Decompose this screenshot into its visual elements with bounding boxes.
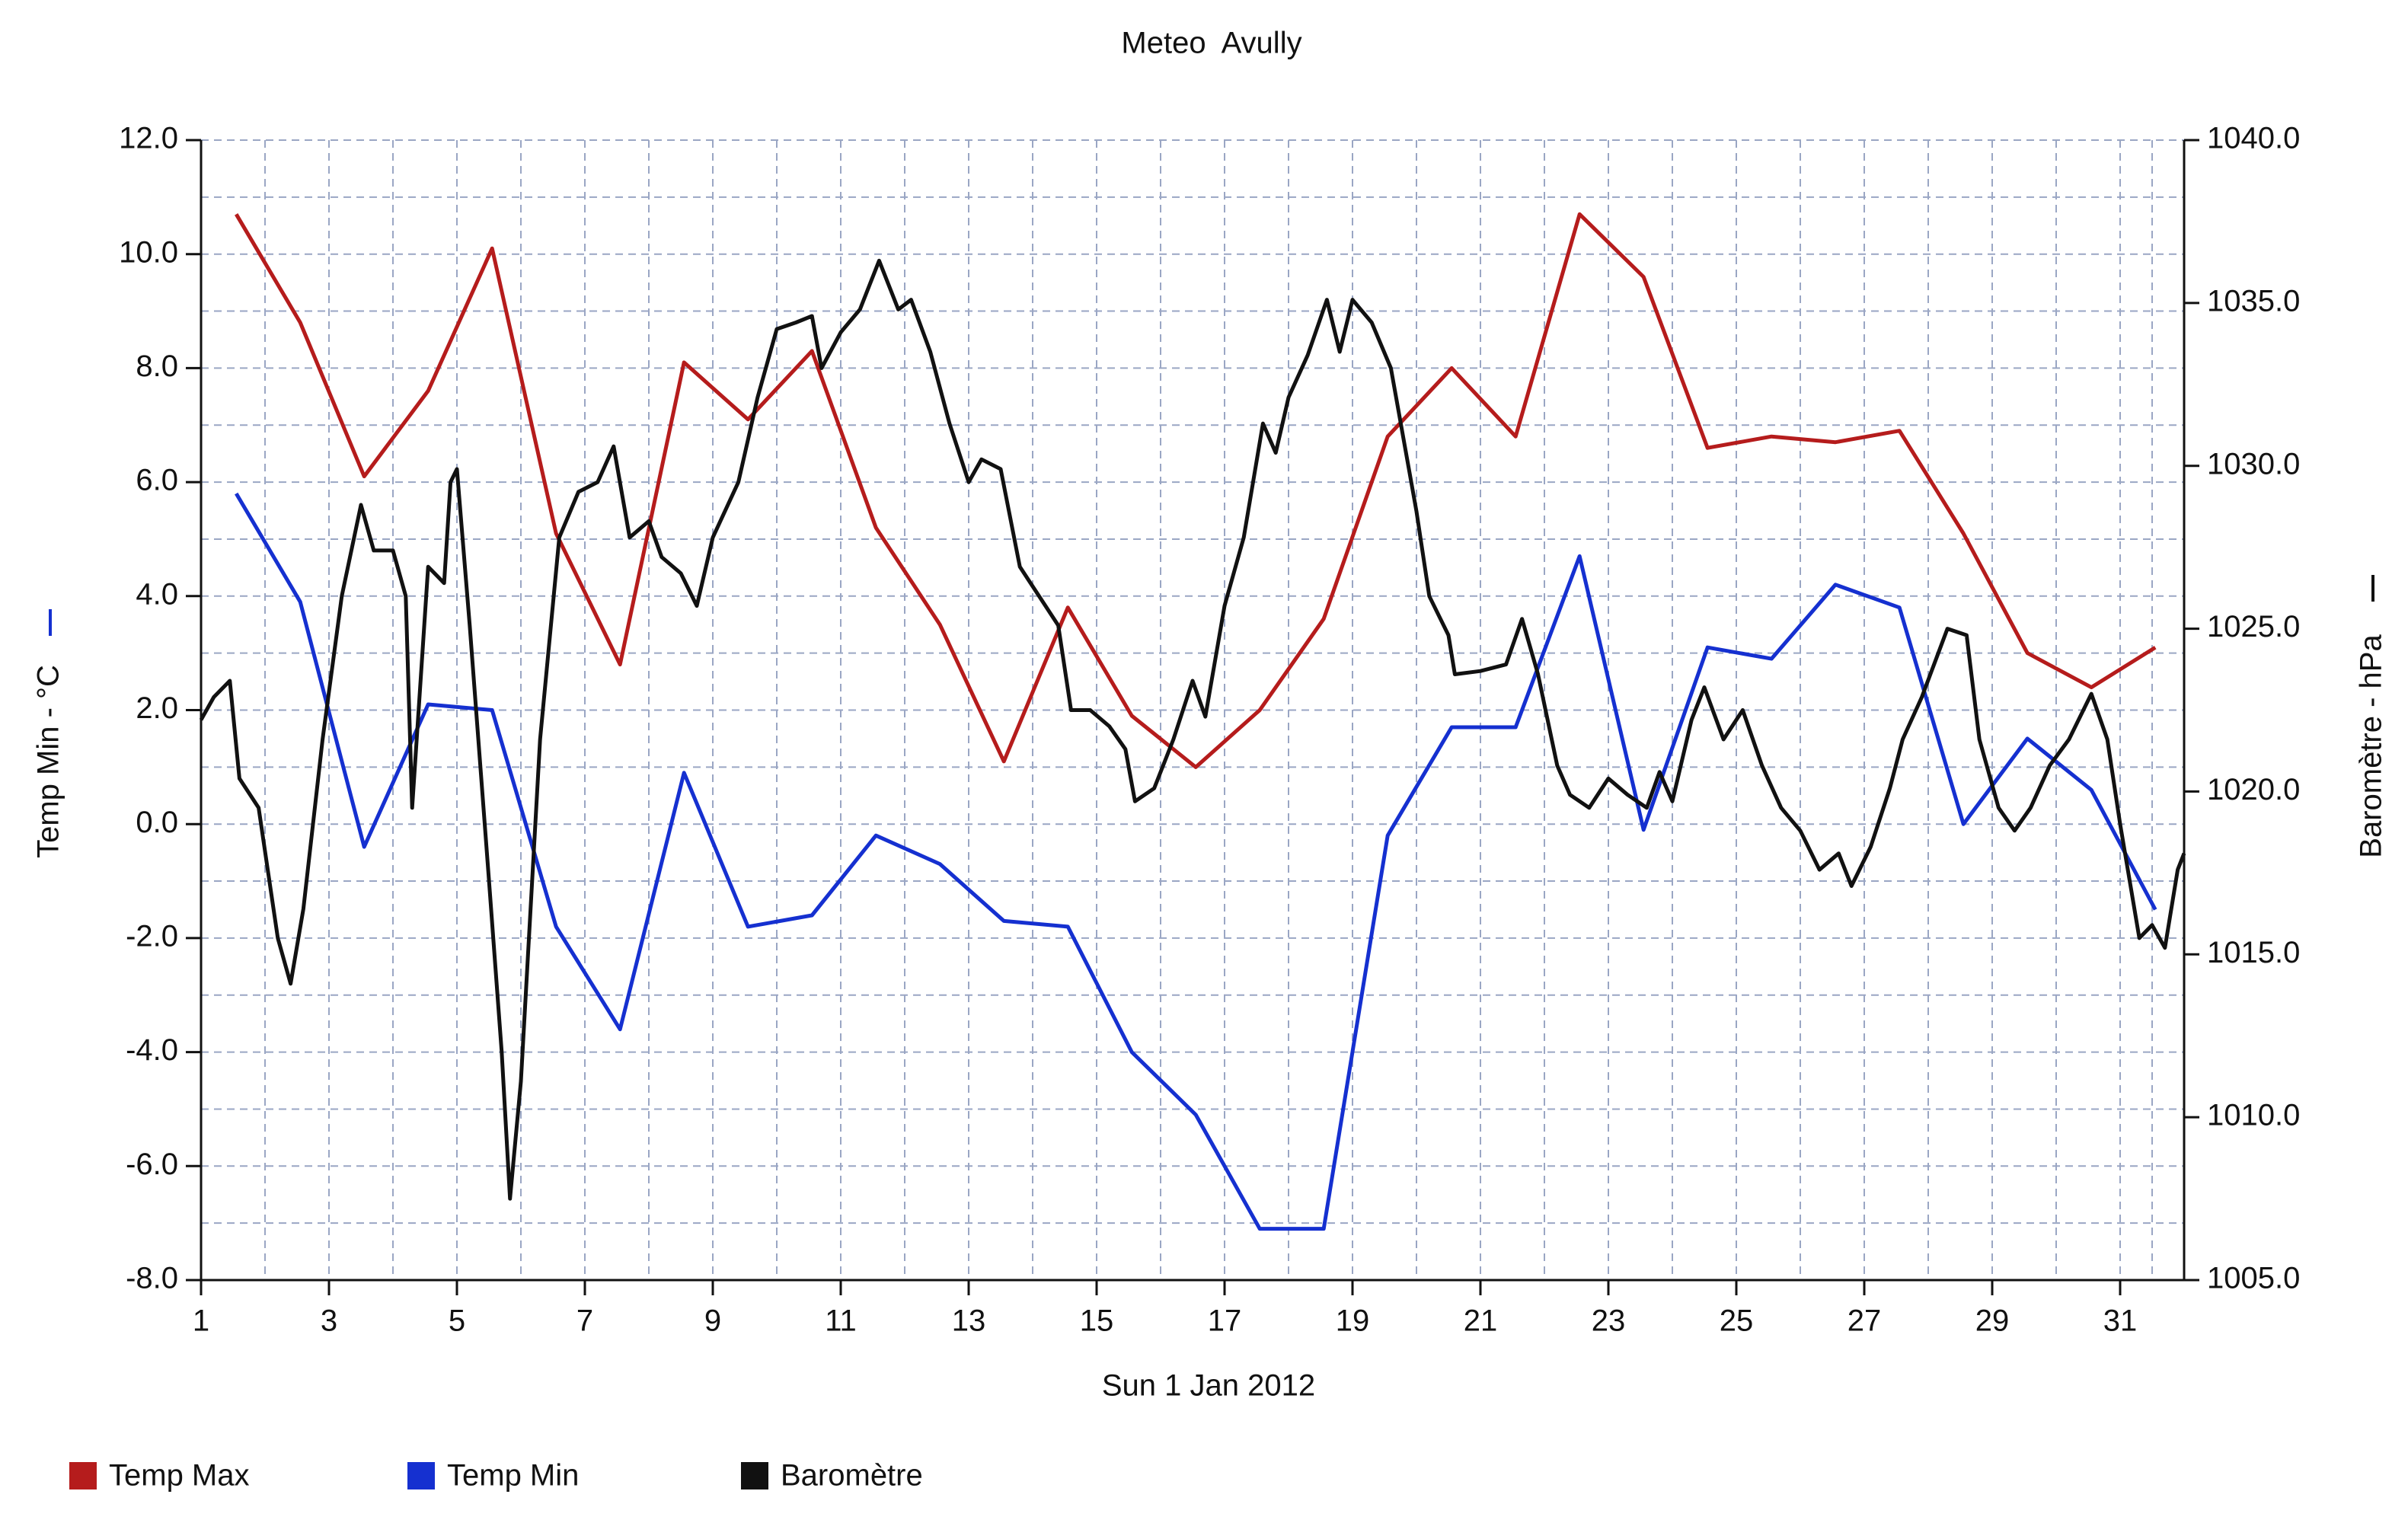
- y2-tick-label: 1010.0: [2207, 1099, 2300, 1132]
- y2-tick-label: 1035.0: [2207, 284, 2300, 318]
- y-tick-label: 10.0: [119, 235, 178, 269]
- y2-axis-label-group: Baromètre - hPa: [2355, 575, 2388, 858]
- legend-swatch: [69, 1462, 97, 1489]
- x-tick-label: 11: [825, 1304, 857, 1338]
- y2-tick-label: 1020.0: [2207, 773, 2300, 806]
- x-tick-label: 9: [704, 1304, 721, 1338]
- x-tick-label: 15: [1080, 1304, 1114, 1338]
- y-tick-label: 12.0: [119, 122, 178, 155]
- y-tick-label: -8.0: [126, 1262, 178, 1295]
- y-tick-label: -2.0: [126, 919, 178, 953]
- y-axis-label-group: Temp Min - °C: [32, 609, 65, 858]
- y-tick-label: 0.0: [136, 806, 178, 839]
- legend-label: Baromètre: [781, 1459, 923, 1493]
- series-line: [235, 492, 2157, 1231]
- x-tick-label: 23: [1592, 1304, 1626, 1338]
- legend-swatch: [407, 1462, 435, 1489]
- x-axis-label: Sun 1 Jan 2012: [1102, 1369, 1315, 1403]
- series-line: [199, 258, 2186, 1201]
- x-tick-label: 13: [952, 1304, 986, 1338]
- x-tick-label: 25: [1720, 1304, 1754, 1338]
- x-tick-label: 31: [2103, 1304, 2138, 1338]
- legend-swatch: [741, 1462, 768, 1489]
- x-tick-label: 1: [193, 1304, 209, 1338]
- y-tick-label: 4.0: [136, 577, 178, 611]
- legend-label: Temp Min: [447, 1459, 579, 1493]
- x-tick-label: 29: [1975, 1304, 2010, 1338]
- x-tick-label: 17: [1208, 1304, 1242, 1338]
- y2-axis-label: Baromètre - hPa: [2355, 634, 2388, 858]
- legend-label: Temp Max: [109, 1459, 250, 1493]
- y-tick-label: 6.0: [136, 464, 178, 497]
- x-tick-label: 5: [449, 1304, 465, 1338]
- y2-tick-label: 1025.0: [2207, 610, 2300, 643]
- y-tick-label: 2.0: [136, 691, 178, 725]
- y-tick-label: -4.0: [126, 1033, 178, 1067]
- y2-tick-label: 1015.0: [2207, 936, 2300, 969]
- y2-tick-label: 1040.0: [2207, 122, 2300, 155]
- y-tick-label: -6.0: [126, 1148, 178, 1181]
- x-tick-label: 27: [1848, 1304, 1882, 1338]
- series-line: [235, 212, 2157, 769]
- x-tick-label: 19: [1336, 1304, 1370, 1338]
- x-tick-label: 3: [321, 1304, 337, 1338]
- chart-title: Meteo Avully: [1121, 27, 1301, 60]
- y2-tick-label: 1030.0: [2207, 447, 2300, 481]
- y2-tick-label: 1005.0: [2207, 1262, 2300, 1295]
- y-tick-label: 8.0: [136, 350, 178, 383]
- x-tick-label: 7: [576, 1304, 593, 1338]
- x-tick-label: 21: [1464, 1304, 1498, 1338]
- y-axis-label: Temp Min - °C: [32, 665, 65, 858]
